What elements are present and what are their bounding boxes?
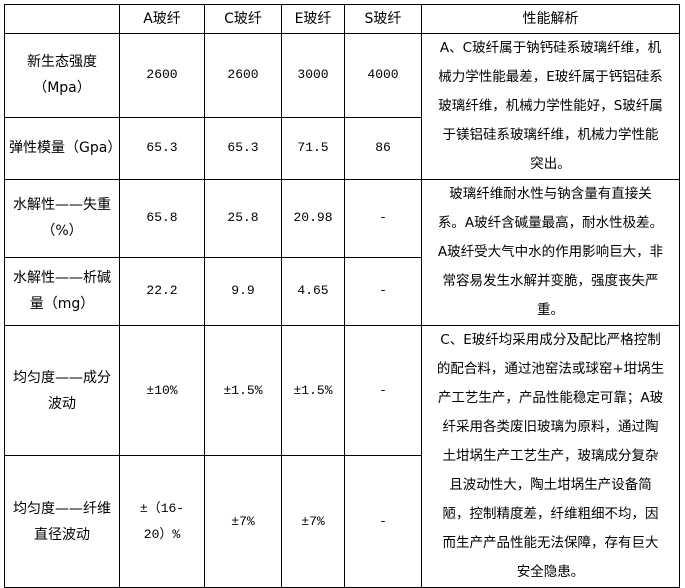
cell-value: ±10% xyxy=(119,324,205,457)
row-label: 水解性——失重（%） xyxy=(4,179,120,258)
row-label: 水解性——析碱量（mg） xyxy=(4,256,120,327)
analysis-line: 重。 xyxy=(537,302,564,318)
cell-value: ±1.5% xyxy=(204,324,282,457)
cell-value: - xyxy=(344,455,422,588)
cell-value: 20.98 xyxy=(281,179,345,258)
row-label: 均匀度——纤维直径波动 xyxy=(4,455,120,588)
header-a-fiber: A玻纤 xyxy=(119,4,205,34)
cell-value: 65.8 xyxy=(119,179,205,258)
analysis-line: C、E玻纤均采用成分及配比严格控制 xyxy=(440,332,661,348)
analysis-line: 安全隐患。 xyxy=(516,564,585,580)
row-label: 新生态强度（Mpa） xyxy=(4,33,120,118)
analysis-line: 玻璃纤维耐水性与钠含量有直接关 xyxy=(449,186,652,202)
cell-value: 22.2 xyxy=(119,256,205,327)
cell-value: - xyxy=(344,256,422,327)
glass-fiber-comparison-table: A玻纤 C玻纤 E玻纤 S玻纤 性能解析 新生态强度（Mpa） 2600 260… xyxy=(4,4,680,588)
cell-value: ±（16-20）% xyxy=(119,455,205,588)
cell-value: - xyxy=(344,324,422,457)
analysis-line: 纤采用各类废旧玻璃为原料，通过陶 xyxy=(442,419,659,435)
cell-value: 65.3 xyxy=(204,116,282,181)
cell-value: 86 xyxy=(344,116,422,181)
analysis-cell: C、E玻纤均采用成分及配比严格控制 的配合料，通过池窑法或球窑+坩埚生 产工艺生产，… xyxy=(421,325,680,588)
analysis-line: A玻纤受大气中水的作用影响巨大，非 xyxy=(437,244,664,260)
header-s-fiber: S玻纤 xyxy=(344,4,422,34)
cell-value: ±7% xyxy=(281,455,345,588)
header-e-fiber: E玻纤 xyxy=(281,4,345,34)
cell-value: 2600 xyxy=(119,33,205,118)
row-label: 均匀度——成分波动 xyxy=(4,324,120,457)
cell-value: 65.3 xyxy=(119,116,205,181)
analysis-line: 而生产产品性能无法保障，存有巨大 xyxy=(442,535,659,551)
cell-value: ±1.5% xyxy=(281,324,345,457)
table-row: 水解性——失重（%） 65.8 25.8 20.98 - 玻璃纤维耐水性与钠含量… xyxy=(4,179,680,326)
cell-value: 3000 xyxy=(281,33,345,118)
analysis-line: 常容易发生水解并变脆，强度丧失严 xyxy=(442,273,659,289)
cell-value: ±7% xyxy=(204,455,282,588)
header-analysis: 性能解析 xyxy=(421,4,680,34)
analysis-line: 突出。 xyxy=(530,156,571,172)
table-row: 弹性模量（Gpa） 65.3 65.3 71.5 86 xyxy=(4,116,680,181)
table-row: 水解性——析碱量（mg） 22.2 9.9 4.65 - xyxy=(4,256,680,327)
analysis-cell: 玻璃纤维耐水性与钠含量有直接关 系。A玻纤含碱量最高，耐水性极差。 A玻纤受大气中水… xyxy=(421,179,680,326)
cell-value: 4.65 xyxy=(281,256,345,327)
row-label: 弹性模量（Gpa） xyxy=(4,116,121,181)
analysis-cell: A、C玻纤属于钠钙硅系玻璃纤维，机 械力学性能最差，E玻纤属于钙铝硅系 玻璃纤维，机… xyxy=(421,33,680,180)
header-corner xyxy=(4,4,120,34)
analysis-line: 于镁铝硅系玻璃纤维，机械力学性能 xyxy=(442,127,659,143)
cell-value: 4000 xyxy=(344,33,422,118)
analysis-line: A、C玻纤属于钠钙硅系玻璃纤维，机 xyxy=(439,40,662,56)
analysis-line: 且波动性大，陶土坩埚生产设备简 xyxy=(449,477,652,493)
cell-value: 25.8 xyxy=(204,179,282,258)
analysis-line: 陋，控制精度差，纤维粗细不均，因 xyxy=(442,506,659,522)
analysis-line: 玻璃纤维，机械力学性能好，S玻纤属 xyxy=(438,98,663,114)
analysis-line: 械力学性能最差，E玻纤属于钙铝硅系 xyxy=(438,69,663,85)
analysis-line: 的配合料，通过池窑法或球窑+坩埚生 xyxy=(436,361,665,377)
cell-value: 71.5 xyxy=(281,116,345,181)
table-row: 新生态强度（Mpa） 2600 2600 3000 4000 A、C玻纤属于钠钙… xyxy=(4,33,680,180)
analysis-line: 土坩埚生产工艺生产，玻璃成分复杂 xyxy=(442,448,659,464)
analysis-line: 系。A玻纤含碱量最高，耐水性极差。 xyxy=(437,215,664,231)
header-c-fiber: C玻纤 xyxy=(204,4,282,34)
cell-value: - xyxy=(344,179,422,258)
table-row: 均匀度——成分波动 ±10% ±1.5% ±1.5% - C、E玻纤均采用成分及… xyxy=(4,324,680,588)
cell-value: 2600 xyxy=(204,33,282,118)
cell-value: 9.9 xyxy=(204,256,282,327)
header-row: A玻纤 C玻纤 E玻纤 S玻纤 性能解析 xyxy=(4,4,680,34)
analysis-line: 产工艺生产，产品性能稳定可靠；A玻 xyxy=(437,390,664,406)
